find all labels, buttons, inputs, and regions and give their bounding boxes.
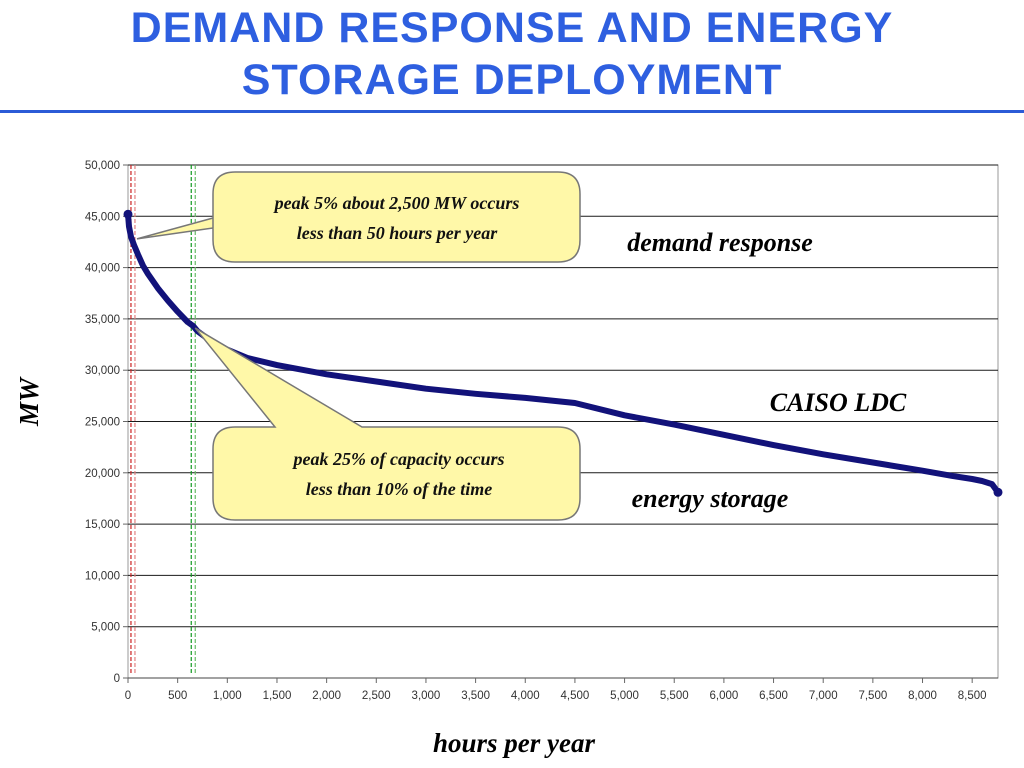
y-tick-label: 25,000: [85, 417, 120, 429]
ldc-start-point: [123, 209, 133, 219]
callout-text-line-2: less than 10% of the time: [306, 479, 493, 499]
y-tick-label: 45,000: [85, 211, 120, 223]
label-layer: demand response CAISO LDC energy storage…: [14, 228, 907, 758]
caiso-ldc-label: CAISO LDC: [770, 388, 907, 417]
x-tick-label: 3,000: [412, 690, 441, 702]
x-tick-label: 5,500: [660, 690, 689, 702]
y-tick-label: 40,000: [85, 263, 120, 275]
y-tick-label: 50,000: [85, 160, 120, 172]
ldc-series-line: [125, 211, 1001, 496]
x-tick-label: 6,500: [759, 690, 788, 702]
x-tick-label: 7,500: [858, 690, 887, 702]
callout-bubble: [136, 171, 581, 263]
x-tick-label: 4,000: [511, 690, 540, 702]
energy-storage-label: energy storage: [632, 484, 789, 513]
callout-bubble: [194, 327, 581, 521]
x-axis-title: hours per year: [433, 728, 596, 758]
callout-text-line-2: less than 50 hours per year: [297, 223, 499, 243]
callout-layer: peak 5% about 2,500 MW occurs less than …: [136, 171, 581, 521]
marker-layer: [130, 165, 196, 674]
x-tick-label: 2,000: [312, 690, 341, 702]
title-divider: [0, 110, 1024, 113]
series-layer: [123, 209, 1003, 497]
slide-title-line-1: DEMAND RESPONSE AND ENERGY: [130, 4, 894, 52]
y-tick-label: 10,000: [85, 570, 120, 582]
x-tick-label: 1,500: [263, 690, 292, 702]
y-tick-label: 30,000: [85, 365, 120, 377]
y-tick-label: 20,000: [85, 468, 120, 480]
callout-text-line-1: peak 5% about 2,500 MW occurs: [273, 193, 520, 213]
axis-layer: 0 5,000 10,000 15,000 20,000 25,000 30,000 35,0…: [85, 160, 998, 702]
x-tick-label: 4,500: [561, 690, 590, 702]
x-tick-label: 3,500: [461, 690, 490, 702]
x-tick-label: 8,000: [908, 690, 937, 702]
x-tick-label: 7,000: [809, 690, 838, 702]
slide-title: DEMAND RESPONSE AND ENERGY STORAGE DEPLO…: [0, 2, 1024, 106]
x-tick-label: 1,000: [213, 690, 242, 702]
y-tick-label: 0: [114, 673, 120, 685]
x-tick-label: 500: [168, 690, 187, 702]
slide-title-line-2: STORAGE DEPLOYMENT: [241, 56, 783, 104]
y-tick-label: 15,000: [85, 519, 120, 531]
x-tick-label: 8,500: [958, 690, 987, 702]
y-tick-label: 35,000: [85, 314, 120, 326]
y-tick-label: 5,000: [91, 622, 120, 634]
demand-response-label: demand response: [627, 228, 813, 257]
x-tick-label: 6,000: [709, 690, 738, 702]
callout-demand-response-peak: peak 5% about 2,500 MW occurs less than …: [136, 171, 581, 263]
y-axis-title: MW: [14, 376, 44, 427]
x-tick-label: 5,000: [610, 690, 639, 702]
x-tick-label: 0: [125, 690, 131, 702]
callout-capacity-peak: peak 25% of capacity occurs less than 10…: [194, 327, 581, 521]
callout-text-line-1: peak 25% of capacity occurs: [292, 449, 505, 469]
x-tick-label: 2,500: [362, 690, 391, 702]
ldc-end-point: [993, 487, 1003, 497]
